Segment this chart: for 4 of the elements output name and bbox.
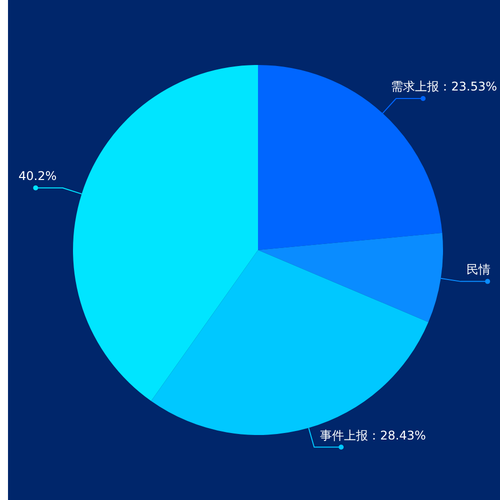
slice-label: 需求上报：23.53% (391, 80, 498, 94)
slice-label: 事件上报：28.43% (320, 428, 426, 442)
slice-label: 民情 (466, 262, 491, 277)
data-label: 40.2% (18, 169, 57, 184)
